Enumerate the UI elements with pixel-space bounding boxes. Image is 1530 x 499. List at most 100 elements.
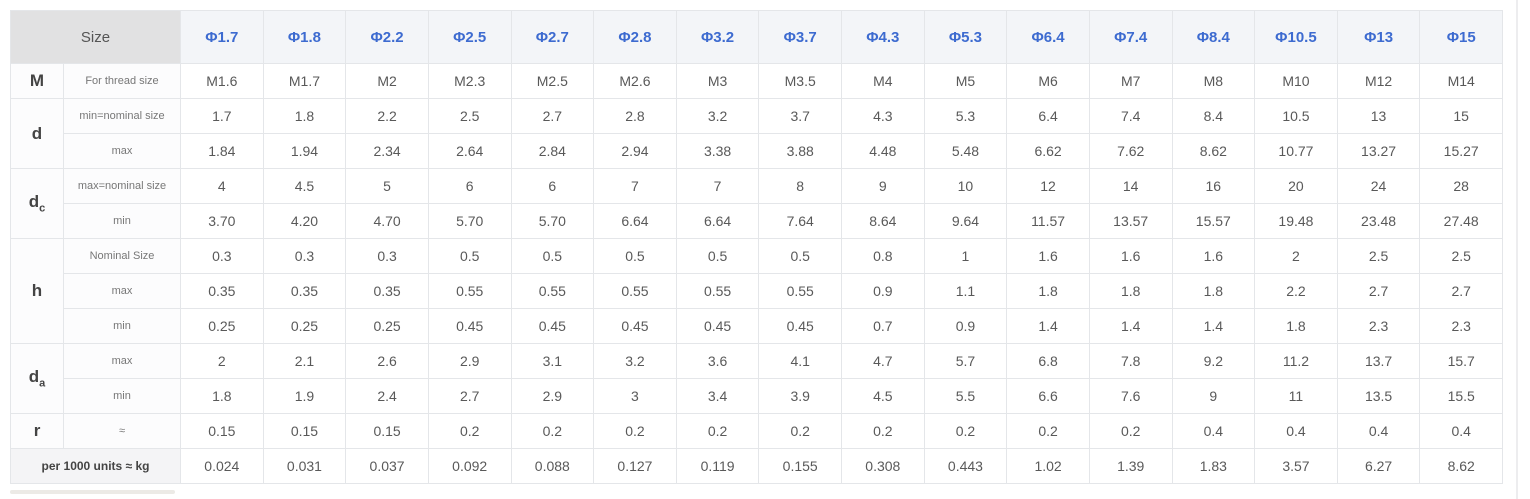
value-cell: 3 [593,378,677,414]
value-cell: 8.64 [841,203,925,239]
value-cell: 2.5 [1419,238,1503,274]
group-label-text: h [31,281,43,300]
value-cell: 9 [841,168,925,204]
value-cell: 1.8 [180,378,264,414]
row-sub-label: min=nominal size [63,98,181,134]
value-cell: 0.35 [262,273,347,309]
value-cell: 0.15 [180,413,264,449]
value-cell: 0.45 [758,308,842,344]
value-cell: 0.45 [675,308,760,344]
weight-value-cell: 6.27 [1336,448,1421,484]
value-cell: 0.5 [510,238,595,274]
table-row: h Nominal Size 0.3 0.3 0.3 0.5 0.5 0.5 0.5 0.5 0.8… [10,238,1503,344]
value-cell: 23.48 [1336,203,1421,239]
group-label-text: d [28,367,40,387]
column-header: Φ2.2 [345,10,429,64]
value-cell: 28 [1419,168,1503,204]
value-cell: 13 [1336,98,1421,134]
value-cell: 1.94 [262,133,347,169]
value-cell: 1.1 [923,273,1008,309]
column-header: Φ8.4 [1171,10,1256,64]
value-cell: 7.64 [758,203,842,239]
value-cell: 12 [1006,168,1090,204]
value-cell: 1.7 [180,98,264,134]
value-cell: 3.38 [675,133,760,169]
value-cell: 0.55 [427,273,512,309]
weight-row-label: per 1000 units ≈ kg [10,448,181,484]
value-cell: 2.6 [345,343,429,379]
value-cell: 3.9 [758,378,842,414]
table-row: min 1.8 1.9 2.4 2.7 2.9 3 3.4 3.9 4.5 5.5 6.6 7.6 9 11… [11,378,1503,414]
value-cell: M4 [841,63,925,99]
weight-value-cell: 0.127 [593,448,677,484]
table-row: da max 2 2.1 2.6 2.9 3.1 3.2 3.6 4.1 4.7 5.7 6.8 7.8 9… [10,343,1503,414]
value-cell: 1.4 [1171,308,1256,344]
row-sub-label: min [63,378,181,414]
weight-value-cell: 0.092 [427,448,512,484]
weight-value-cell: 1.83 [1171,448,1256,484]
group-label-text: r [33,421,41,440]
weight-value-cell: 0.119 [675,448,760,484]
value-cell: 1.8 [1088,273,1173,309]
value-cell: 1.8 [1254,308,1338,344]
column-header: Φ3.2 [675,10,760,64]
table-row: max 1.84 1.94 2.34 2.64 2.84 2.94 3.38 3.88 4.48 5… [11,133,1503,169]
column-header: Φ7.4 [1088,10,1173,64]
value-cell: 0.2 [427,413,512,449]
value-cell: 0.2 [675,413,760,449]
value-cell: M12 [1336,63,1421,99]
value-cell: 0.35 [180,273,264,309]
value-cell: 2.5 [427,98,512,134]
value-cell: 7 [593,168,677,204]
weight-value-cell: 1.02 [1006,448,1090,484]
value-cell: 0.4 [1171,413,1256,449]
row-group-label: M [10,63,64,99]
value-cell: 2.9 [510,378,595,414]
column-header: Φ15 [1419,10,1503,64]
value-cell: 0.35 [345,273,429,309]
value-cell: 0.55 [510,273,595,309]
value-cell: 4.20 [262,203,347,239]
value-cell: 10.5 [1254,98,1338,134]
value-cell: 0.2 [510,413,595,449]
row-group-label: d [10,98,64,169]
value-cell: 5.7 [923,343,1008,379]
horizontal-scrollbar-thumb[interactable] [10,490,175,494]
value-cell: M10 [1254,63,1338,99]
value-cell: 0.4 [1336,413,1421,449]
value-cell: 2.3 [1336,308,1421,344]
value-cell: 0.8 [841,238,925,274]
value-cell: 24 [1336,168,1421,204]
value-cell: 4.48 [841,133,925,169]
value-cell: 0.7 [841,308,925,344]
value-cell: 7 [675,168,760,204]
row-sub-label: max [63,343,181,379]
weight-value-cell: 1.39 [1088,448,1173,484]
value-cell: 2 [180,343,264,379]
value-cell: 6.8 [1006,343,1090,379]
group-label-subscript: c [39,202,46,215]
value-cell: 0.9 [841,273,925,309]
value-cell: 2.7 [1419,273,1503,309]
value-cell: 9.2 [1171,343,1256,379]
value-cell: 2.3 [1419,308,1503,344]
value-cell: 2.9 [427,343,512,379]
value-cell: 0.55 [758,273,842,309]
value-cell: M8 [1171,63,1256,99]
vertical-scrollbar-track[interactable] [1516,0,1518,499]
value-cell: 5.70 [427,203,512,239]
value-cell: 2.84 [510,133,595,169]
value-cell: M2 [345,63,429,99]
value-cell: 7.62 [1088,133,1173,169]
value-cell: 0.4 [1419,413,1503,449]
value-cell: 0.45 [593,308,677,344]
column-header: Φ5.3 [923,10,1008,64]
value-cell: M3.5 [758,63,842,99]
value-cell: 2.7 [510,98,595,134]
value-cell: 5 [345,168,429,204]
column-header: Φ2.7 [510,10,595,64]
value-cell: 2.34 [345,133,429,169]
value-cell: 0.2 [1088,413,1173,449]
value-cell: M2.5 [510,63,595,99]
value-cell: 1.84 [180,133,264,169]
